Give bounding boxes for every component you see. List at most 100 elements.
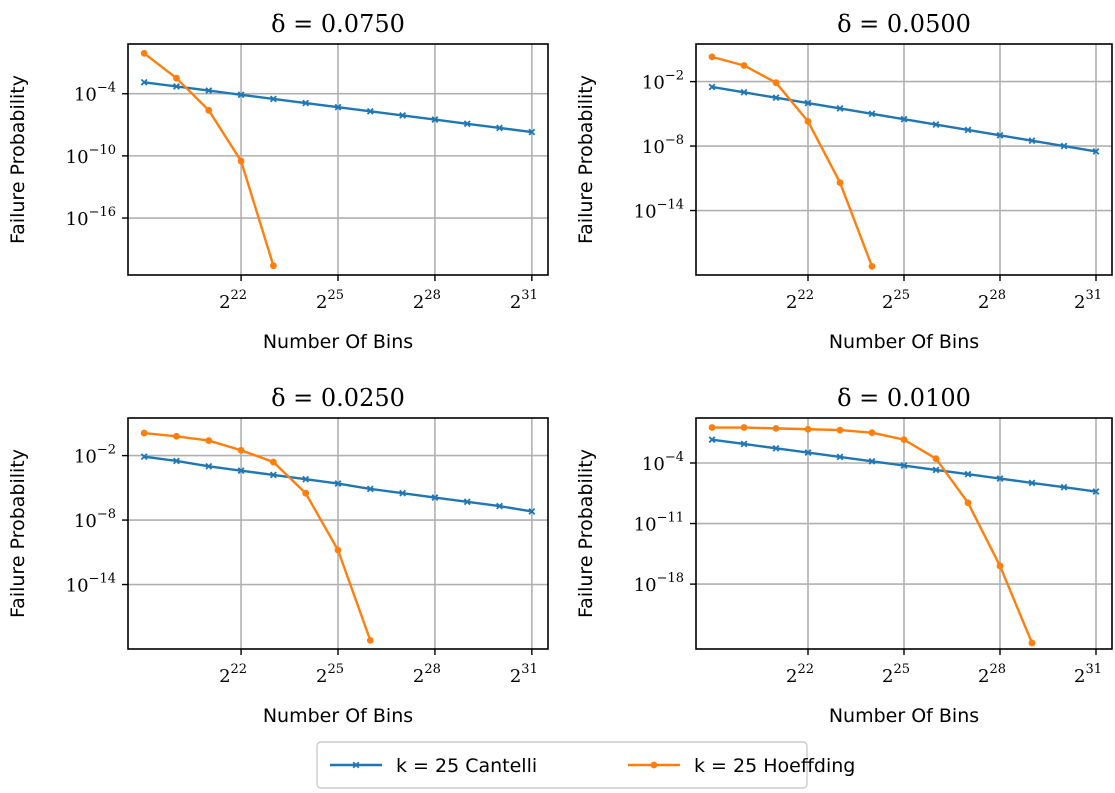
series-line-hoeffding — [144, 431, 372, 641]
chart-panel-3: 222 225 228 231 10−2 10−8 10−14 δ = 0.0250 Numbe… — [7, 384, 549, 727]
data-point-cantelli — [431, 116, 439, 124]
data-point-cantelli — [205, 87, 213, 95]
data-point-cantelli — [431, 494, 439, 501]
x-tick-label: 231 — [510, 288, 538, 313]
data-point-cantelli — [900, 462, 908, 470]
data-point-cantelli — [302, 99, 310, 107]
data-point-cantelli — [366, 107, 374, 115]
y-tick-label: 10−4 — [642, 450, 684, 475]
data-point-hoeffding — [964, 499, 972, 507]
y-tick-label: 10−16 — [66, 205, 116, 230]
data-point-hoeffding — [269, 458, 277, 466]
data-point-cantelli — [463, 498, 471, 506]
data-point-cantelli — [964, 470, 972, 478]
y-axis-label: Failure Probability — [7, 75, 29, 244]
data-point-cantelli — [528, 128, 536, 136]
chart-panel-2: 222 225 228 231 10−2 10−8 10−14 δ = 0.0500 Numbe… — [575, 10, 1113, 353]
x-tick-label: 228 — [413, 288, 441, 313]
y-tick-label: 10−4 — [74, 81, 116, 106]
data-point-cantelli — [269, 95, 277, 103]
data-point-hoeffding — [900, 436, 908, 444]
y-tick-label: 10−2 — [74, 443, 116, 468]
data-point-cantelli — [1060, 142, 1068, 150]
data-point-cantelli — [302, 475, 310, 483]
data-point-cantelli — [1060, 483, 1068, 491]
data-point-cantelli — [237, 467, 245, 475]
data-point-hoeffding — [269, 262, 277, 270]
data-point-cantelli — [772, 444, 780, 452]
data-point-hoeffding — [708, 424, 716, 431]
panel-title: δ = 0.0100 — [837, 384, 971, 412]
data-point-cantelli — [804, 449, 812, 457]
data-point-hoeffding — [868, 429, 876, 437]
x-tick-label: 231 — [1074, 662, 1102, 687]
y-tick-label: 10−14 — [66, 572, 116, 597]
series-line-hoeffding — [712, 426, 1034, 644]
data-point-hoeffding — [772, 79, 780, 87]
data-point-hoeffding — [1028, 639, 1036, 647]
data-point-cantelli — [496, 502, 503, 510]
data-point-cantelli — [740, 440, 748, 448]
data-point-cantelli — [772, 94, 780, 102]
data-point-cantelli — [836, 105, 844, 112]
data-point-cantelli — [366, 485, 374, 493]
x-tick-label: 222 — [219, 662, 247, 687]
x-tick-label: 225 — [882, 662, 910, 687]
legend-box — [316, 741, 808, 789]
data-point-cantelli — [836, 453, 844, 461]
x-tick-label: 228 — [978, 288, 1006, 313]
chart-panel-4: 222 225 228 231 10−4 10−11 10−18 δ = 0.0100 Numb… — [575, 384, 1113, 727]
x-axis-label: Number Of Bins — [829, 331, 979, 353]
x-tick-label: 225 — [316, 288, 344, 313]
y-tick-label: 10−8 — [642, 133, 684, 158]
data-point-cantelli — [740, 88, 748, 96]
x-tick-label: 231 — [1074, 288, 1102, 313]
data-point-hoeffding — [334, 546, 342, 554]
data-point-cantelli — [205, 462, 213, 470]
data-point-hoeffding — [237, 157, 245, 165]
chart-panel-1: 222 225 228 231 10−4 10−10 10−16 δ = 0.0750 Numb… — [7, 10, 549, 353]
data-point-hoeffding — [740, 424, 748, 431]
data-point-cantelli — [804, 99, 812, 107]
data-point-cantelli — [1028, 137, 1036, 145]
data-point-hoeffding — [836, 426, 844, 434]
data-point-cantelli — [269, 471, 277, 479]
data-point-cantelli — [996, 475, 1004, 482]
y-tick-label: 10−8 — [74, 507, 116, 532]
data-point-cantelli — [900, 115, 908, 123]
data-point-hoeffding — [237, 446, 245, 454]
data-point-hoeffding — [205, 437, 213, 444]
data-point-cantelli — [708, 436, 716, 444]
x-tick-label: 228 — [413, 662, 441, 687]
y-axis-label: Failure Probability — [575, 75, 597, 244]
y-tick-label: 10−10 — [66, 143, 116, 168]
data-point-cantelli — [173, 83, 180, 90]
x-axis-label: Number Of Bins — [829, 705, 979, 727]
data-point-hoeffding — [140, 429, 148, 437]
x-tick-label: 222 — [219, 288, 247, 313]
data-point-hoeffding — [772, 424, 780, 432]
data-point-cantelli — [173, 457, 180, 465]
data-point-cantelli — [334, 480, 342, 487]
y-tick-label: 10−14 — [634, 198, 684, 223]
data-point-cantelli — [708, 83, 716, 91]
x-axis-label: Number Of Bins — [263, 705, 413, 727]
y-axis-label: Failure Probability — [575, 449, 597, 618]
y-tick-label: 10−18 — [634, 571, 684, 596]
legend-marker-cantelli — [352, 761, 360, 769]
x-tick-label: 231 — [510, 662, 538, 687]
x-axis-label: Number Of Bins — [263, 331, 413, 353]
data-point-hoeffding — [366, 637, 374, 644]
legend-label-hoeffding: k = 25 Hoeffding — [694, 755, 855, 777]
data-point-hoeffding — [205, 106, 213, 114]
data-point-cantelli — [868, 457, 876, 465]
y-axis-label: Failure Probability — [7, 449, 29, 618]
data-point-cantelli — [496, 124, 503, 132]
data-point-hoeffding — [804, 425, 812, 433]
x-tick-label: 225 — [882, 288, 910, 313]
x-tick-label: 225 — [316, 662, 344, 687]
data-point-cantelli — [399, 489, 407, 497]
data-point-hoeffding — [740, 62, 748, 69]
data-point-cantelli — [399, 112, 407, 119]
